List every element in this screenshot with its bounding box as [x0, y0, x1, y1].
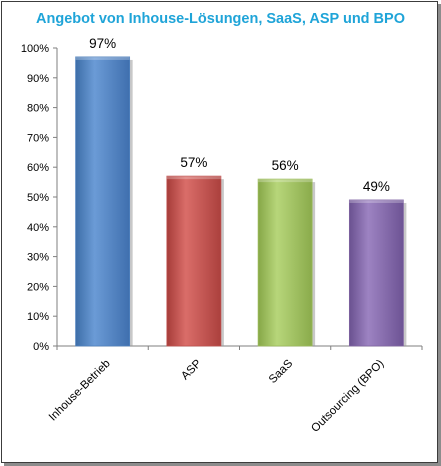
chart-title: Angebot von Inhouse-Lösungen, SaaS, ASP … [36, 11, 405, 27]
y-tick-label: 0% [33, 341, 49, 353]
y-tick-label: 50% [27, 192, 49, 204]
data-label: 49% [363, 179, 390, 194]
category-label: ASP [179, 357, 204, 382]
y-tick-label: 90% [27, 73, 49, 85]
data-label: 97% [89, 36, 116, 51]
bar-highlight [75, 56, 130, 60]
data-labels: 97% 57% 56% 49% [89, 36, 390, 194]
y-tick-label: 70% [27, 132, 49, 144]
y-tick-label: 30% [27, 252, 49, 264]
bars [75, 56, 407, 347]
y-tick-label: 60% [27, 162, 49, 174]
category-labels: Inhouse-Betrieb ASP SaaS Outsourcing (BPO) [47, 357, 387, 434]
category-label: SaaS [267, 357, 296, 386]
y-tick-label: 80% [27, 103, 49, 115]
category-label: Inhouse-Betrieb [47, 358, 113, 424]
y-tick-label: 10% [27, 311, 49, 323]
bar-3 [348, 199, 404, 347]
bar-0 [75, 56, 131, 347]
bar-2 [257, 178, 313, 347]
axes: 0% 10% 20% 30% 40% 50% 60% 70% 80% 90% 100% [21, 43, 423, 353]
bar-highlight [349, 199, 404, 203]
data-label: 56% [272, 158, 299, 173]
y-tick-label: 40% [27, 222, 49, 234]
y-tick-label: 20% [27, 281, 49, 293]
bar-1 [166, 175, 222, 347]
data-label: 57% [180, 155, 207, 170]
bar-highlight [258, 179, 313, 183]
category-label: Outsourcing (BPO) [309, 358, 386, 435]
bar-highlight [166, 176, 221, 180]
y-tick-label: 100% [21, 43, 49, 55]
